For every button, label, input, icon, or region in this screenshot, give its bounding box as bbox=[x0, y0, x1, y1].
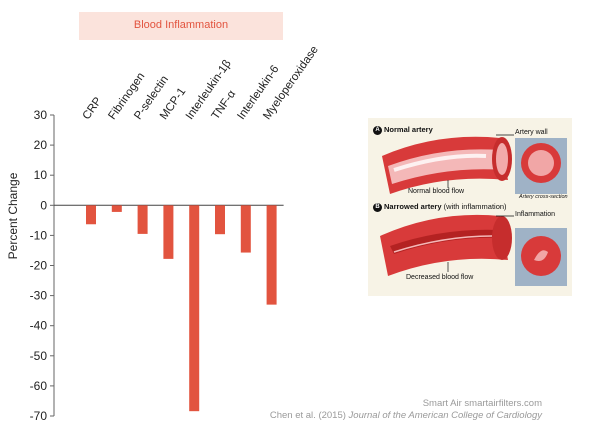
narrowed-artery-graphic bbox=[380, 214, 567, 286]
category-label: CRP bbox=[81, 95, 105, 122]
artery-drawing bbox=[380, 134, 567, 286]
y-tick-label: -20 bbox=[30, 259, 48, 273]
y-tick-label: -10 bbox=[30, 228, 48, 242]
bar bbox=[137, 205, 148, 234]
y-tick-label: -50 bbox=[30, 349, 48, 363]
bar bbox=[240, 205, 251, 253]
bars bbox=[86, 205, 277, 412]
panel-b-label: B Narrowed artery (with inflammation) bbox=[373, 202, 507, 212]
panel-a-label: A Normal artery bbox=[373, 125, 433, 135]
bar bbox=[163, 205, 174, 259]
chart-title: Blood Inflammation bbox=[133, 19, 229, 31]
y-axis: 30 20 10 0 -10 -20 -30 -40 -50 -60 -70 bbox=[30, 108, 284, 423]
category-labels: CRP FibrinogenP-selectinMCP-1Interleukin-… bbox=[81, 44, 321, 122]
inflammation-label: Inflammation bbox=[515, 211, 556, 218]
bar bbox=[189, 205, 200, 412]
bar bbox=[86, 205, 96, 225]
credit-line-2: Chen et al. (2015) Journal of the Americ… bbox=[269, 410, 542, 421]
y-tick-label: 20 bbox=[34, 138, 48, 152]
credit-line-1: Smart Air smartairfilters.com bbox=[422, 398, 542, 409]
bar bbox=[215, 205, 225, 235]
y-tick-label: 10 bbox=[34, 168, 48, 182]
normal-flow-label: Normal blood flow bbox=[408, 188, 465, 195]
cross-section-label: Artery cross-section bbox=[519, 194, 568, 200]
y-tick-label: 0 bbox=[40, 198, 47, 212]
bar bbox=[111, 205, 122, 212]
y-tick-label: 30 bbox=[34, 108, 48, 122]
y-tick-label: -60 bbox=[30, 379, 48, 393]
category-label: TNF-α bbox=[210, 88, 239, 122]
decreased-flow-label: Decreased blood flow bbox=[406, 274, 474, 281]
y-tick-label: -30 bbox=[30, 289, 48, 303]
y-tick-label: -70 bbox=[30, 409, 48, 423]
y-axis-label: Percent Change bbox=[6, 172, 20, 259]
artery-illustration: A Normal artery Artery wall Normal blood … bbox=[368, 118, 572, 296]
chart-title-banner: Blood Inflammation bbox=[79, 12, 283, 40]
y-tick-label: -40 bbox=[30, 319, 48, 333]
source-credits: Smart Air smartairfilters.com Chen et al… bbox=[270, 398, 542, 422]
normal-artery-graphic bbox=[382, 134, 567, 194]
artery-wall-label: Artery wall bbox=[515, 129, 548, 136]
bar bbox=[266, 205, 277, 305]
